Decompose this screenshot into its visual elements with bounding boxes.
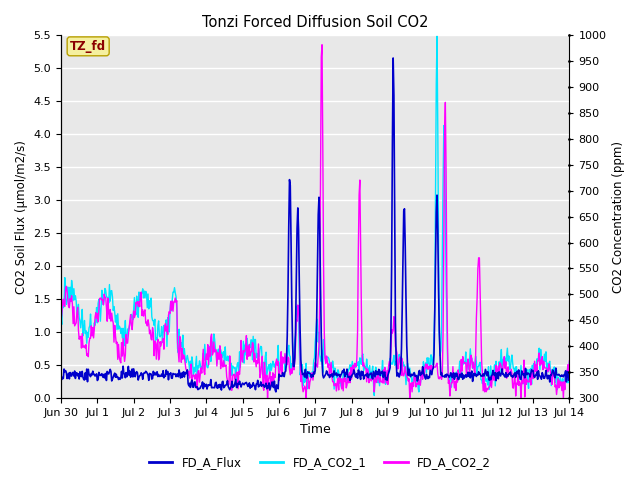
Y-axis label: CO2 Soil Flux (μmol/m2/s): CO2 Soil Flux (μmol/m2/s): [15, 140, 28, 294]
Title: Tonzi Forced Diffusion Soil CO2: Tonzi Forced Diffusion Soil CO2: [202, 15, 428, 30]
Text: TZ_fd: TZ_fd: [70, 40, 106, 53]
Y-axis label: CO2 Concentration (ppm): CO2 Concentration (ppm): [612, 141, 625, 293]
Legend: FD_A_Flux, FD_A_CO2_1, FD_A_CO2_2: FD_A_Flux, FD_A_CO2_1, FD_A_CO2_2: [144, 452, 496, 474]
X-axis label: Time: Time: [300, 423, 331, 436]
